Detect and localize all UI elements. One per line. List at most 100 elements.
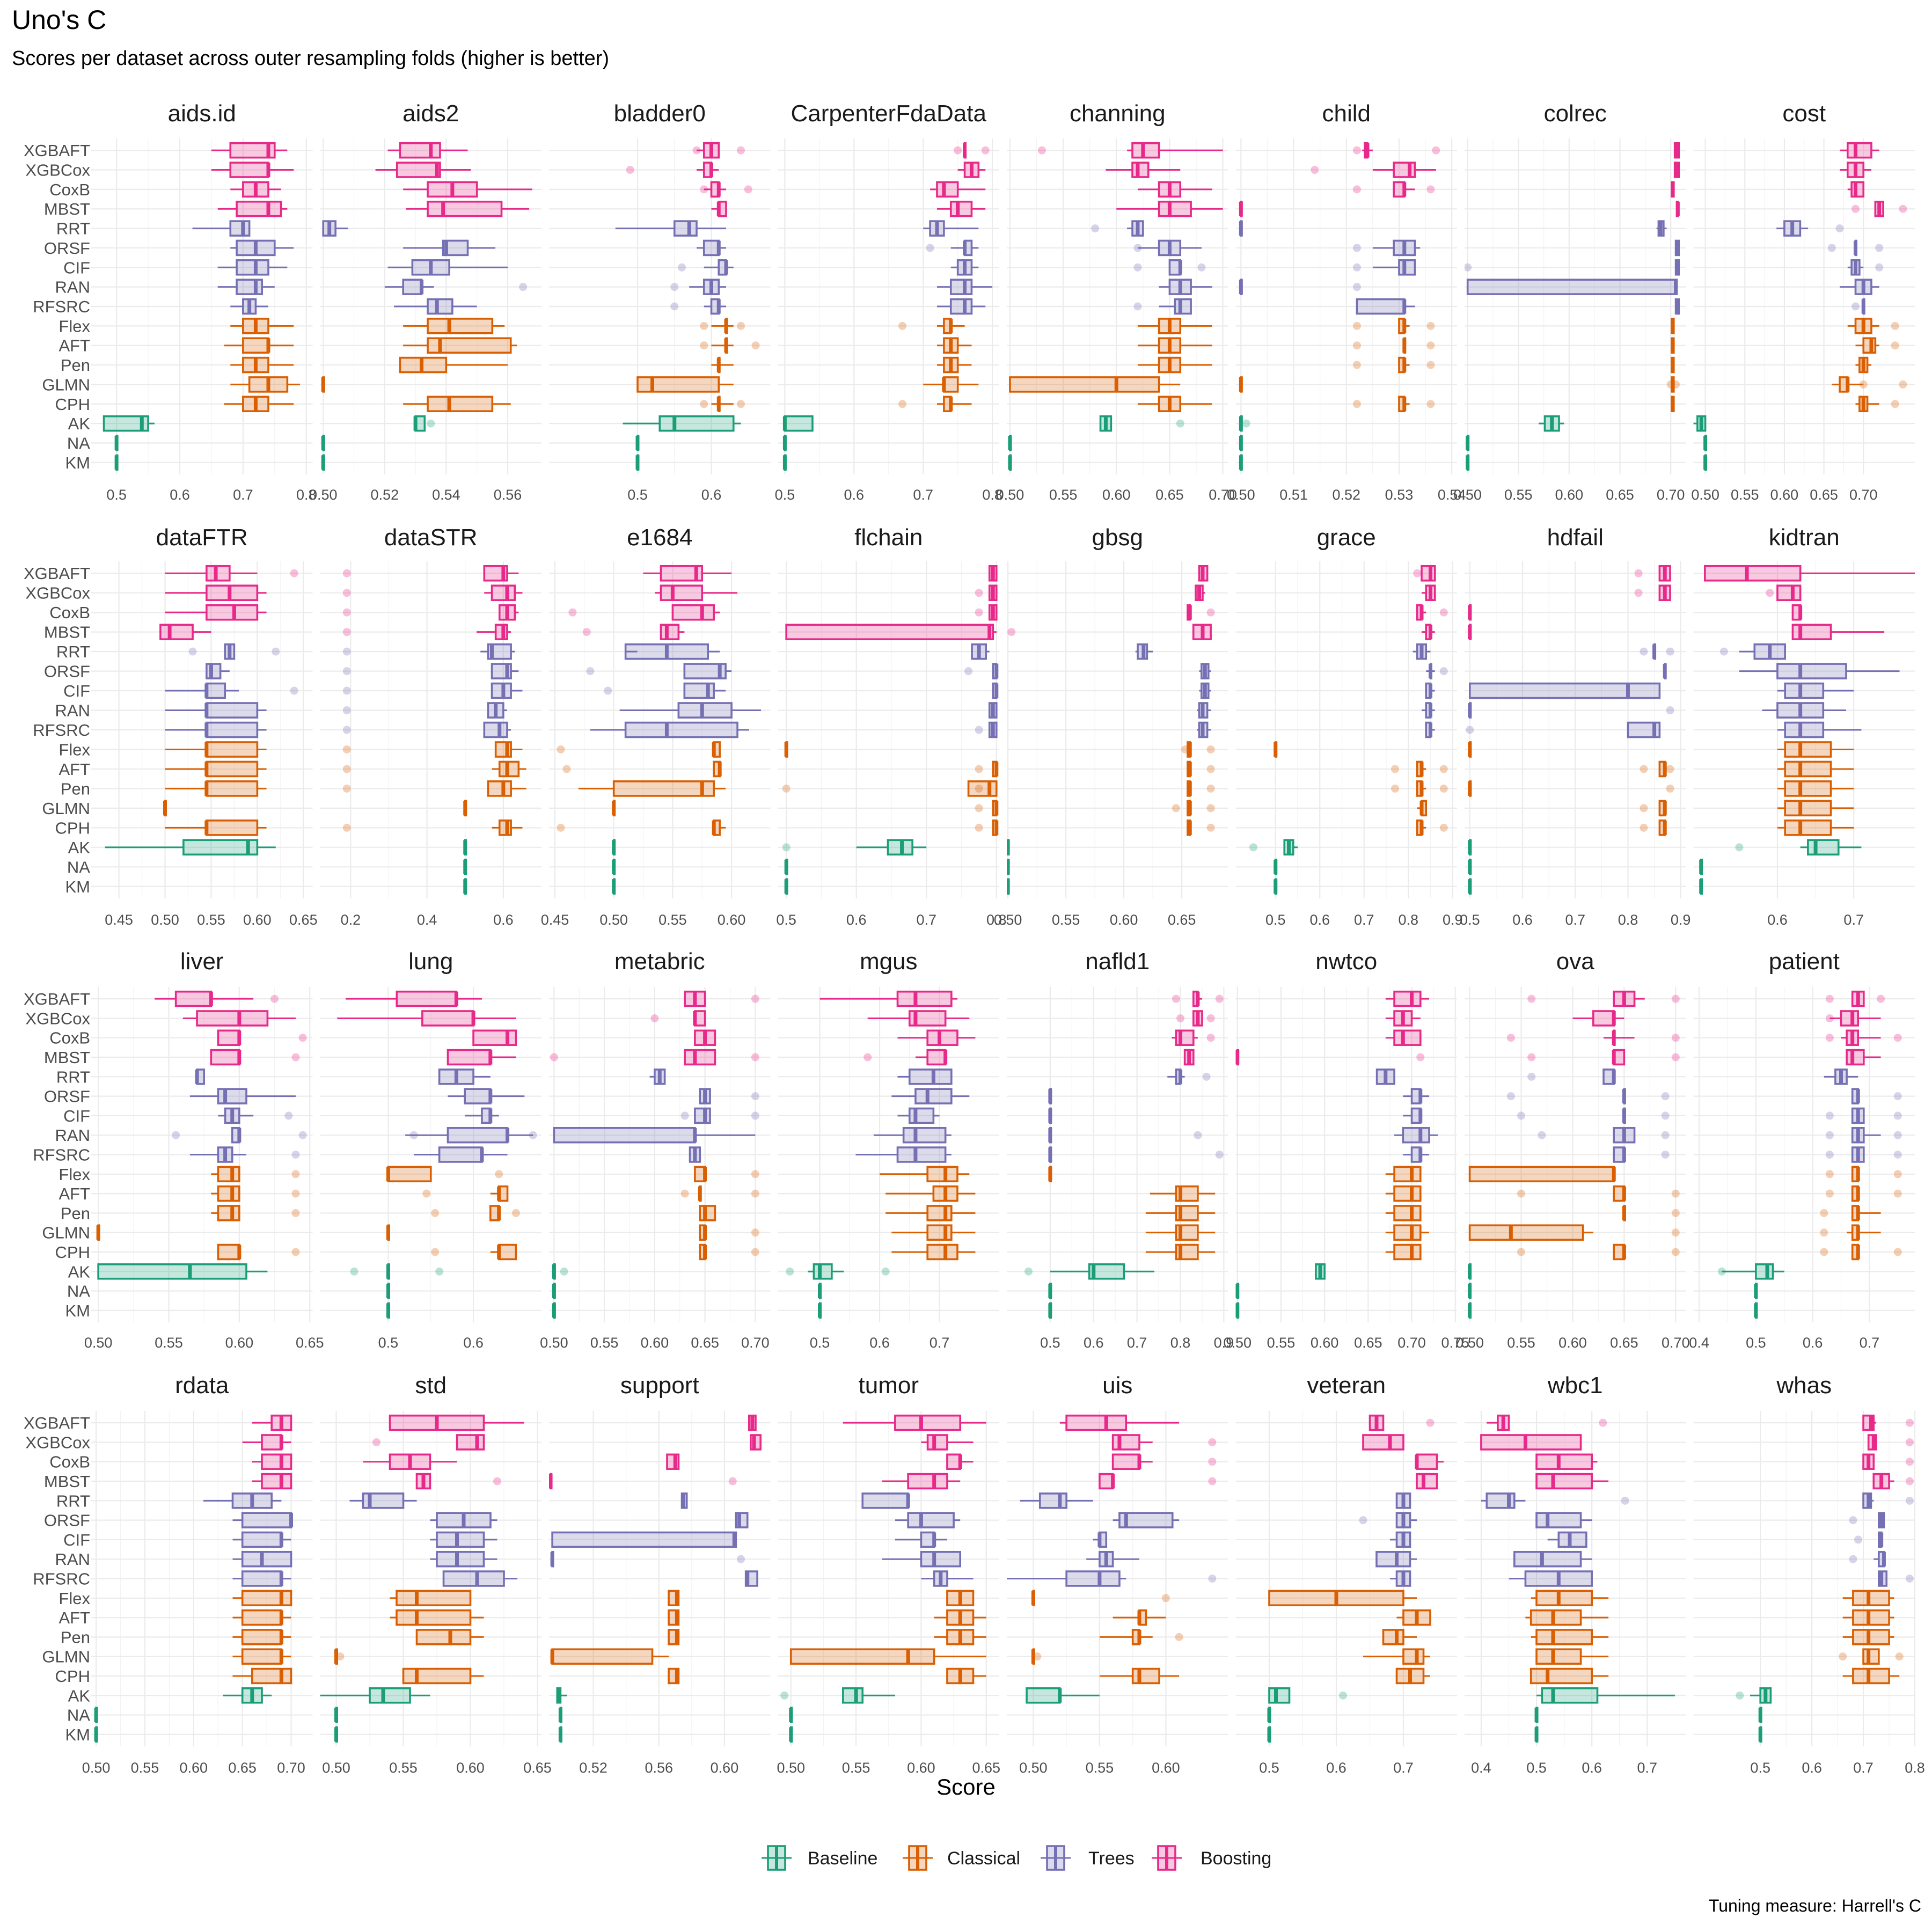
box-NA bbox=[94, 1707, 98, 1723]
outlier-point bbox=[431, 1248, 440, 1256]
box-GLMN bbox=[1832, 376, 1864, 393]
x-tick-label: 0.70 bbox=[1849, 487, 1878, 503]
box-body bbox=[699, 1205, 716, 1221]
box-body bbox=[399, 142, 441, 159]
box-CPH bbox=[224, 396, 294, 413]
x-tick-label: 0.50 bbox=[996, 487, 1024, 503]
y-tick-label: RRT bbox=[56, 219, 90, 238]
x-tick-label: 0.60 bbox=[1102, 487, 1131, 503]
y-tick-label: KM bbox=[65, 1301, 91, 1320]
box-MBST bbox=[210, 1049, 241, 1066]
x-tick-label: 0.5 bbox=[775, 487, 795, 503]
box-MBST bbox=[252, 1473, 292, 1490]
facet-strip-title: grace bbox=[1317, 524, 1376, 551]
outlier-point bbox=[780, 1691, 789, 1700]
box-ORSF bbox=[1403, 1088, 1430, 1104]
x-tick-label: 0.60 bbox=[243, 912, 272, 928]
facet-strip-title: bladder0 bbox=[614, 100, 706, 127]
x-tick-label: 0.6 bbox=[1326, 1760, 1346, 1776]
outlier-point bbox=[1439, 608, 1448, 617]
y-tick-label: CoxB bbox=[49, 180, 90, 199]
box-RRT bbox=[923, 220, 979, 237]
box-XGBAFT bbox=[1059, 1414, 1180, 1431]
box-RRT bbox=[1656, 220, 1667, 237]
x-tick-label: 0.60 bbox=[1110, 912, 1138, 928]
outlier-point bbox=[1352, 283, 1361, 291]
box-MBST bbox=[1116, 200, 1223, 217]
box-AFT bbox=[1385, 1185, 1422, 1202]
facet-marks bbox=[780, 1414, 986, 1743]
box-ORSF bbox=[1663, 663, 1667, 679]
box-body bbox=[1529, 1667, 1593, 1685]
facet-marks bbox=[786, 990, 976, 1319]
box-Flex bbox=[494, 741, 523, 758]
box-GLMN bbox=[1777, 800, 1854, 817]
box-RRT bbox=[195, 1069, 205, 1085]
box-CIF bbox=[165, 682, 239, 699]
box-Flex bbox=[1851, 1166, 1860, 1183]
facet-rdata: rdata XGBAFTXGBCoxCoxBMBSTRRTORSFCIFRANRF… bbox=[24, 1372, 313, 1776]
facet-strip-title: mgus bbox=[860, 948, 918, 975]
box-Flex bbox=[1468, 741, 1472, 758]
box-AK bbox=[782, 415, 814, 432]
x-tick-label: 0.55 bbox=[590, 1335, 619, 1351]
box-body bbox=[1852, 1629, 1890, 1645]
box-RAN bbox=[1048, 1126, 1052, 1144]
box-CIF bbox=[1425, 682, 1435, 699]
box-body bbox=[494, 624, 508, 640]
x-tick-label: 0.6 bbox=[1512, 912, 1533, 928]
box-body bbox=[949, 279, 973, 295]
facet-nafld1: nafld1 0.5 0.6 0.7 0.8 0.9 bbox=[1007, 948, 1234, 1351]
facet-marks bbox=[1239, 142, 1440, 471]
box-body bbox=[1393, 1166, 1422, 1183]
box-AFT bbox=[1402, 337, 1407, 354]
box-body bbox=[241, 1609, 283, 1626]
box-body bbox=[1541, 1687, 1599, 1704]
legend-item-boosting: Boosting bbox=[1152, 1845, 1271, 1871]
outlier-point bbox=[1465, 263, 1472, 272]
box-AK bbox=[463, 839, 467, 856]
box-ORSF bbox=[206, 663, 230, 679]
box-body bbox=[427, 200, 503, 217]
box-KM bbox=[1468, 1302, 1472, 1319]
x-tick-label: 0.56 bbox=[494, 487, 522, 503]
outlier-point bbox=[560, 1267, 568, 1276]
outlier-point bbox=[1033, 1652, 1042, 1661]
facet-marks bbox=[1480, 1414, 1675, 1743]
box-CoxB bbox=[403, 181, 532, 198]
outlier-point bbox=[1671, 1189, 1680, 1198]
box-KM bbox=[1466, 454, 1470, 471]
box-RAN bbox=[553, 1126, 756, 1144]
outlier-point bbox=[737, 400, 745, 408]
y-tick-label: ORSF bbox=[44, 662, 90, 681]
box-AK bbox=[1283, 839, 1298, 856]
outlier-point bbox=[1875, 244, 1884, 252]
box-KM bbox=[1274, 878, 1278, 895]
x-tick-label: 0.51 bbox=[1279, 487, 1308, 503]
box-RFSRC bbox=[1390, 1570, 1411, 1587]
y-tick-label: AK bbox=[68, 414, 91, 433]
box-body bbox=[206, 702, 259, 719]
facet-marks bbox=[103, 142, 300, 471]
box-body bbox=[1852, 1590, 1890, 1607]
box-AFT bbox=[885, 1185, 976, 1202]
box-MBST bbox=[915, 1049, 948, 1066]
x-tick-label: 0.8 bbox=[982, 487, 1002, 503]
x-tick-label: 0.8 bbox=[1905, 1760, 1925, 1776]
x-tick-label: 0.70 bbox=[277, 1760, 305, 1776]
outlier-point bbox=[1893, 1151, 1902, 1159]
outlier-point bbox=[680, 1111, 689, 1120]
box-Pen bbox=[1416, 780, 1426, 797]
box-ORSF bbox=[1199, 663, 1211, 679]
x-tick-label: 0.52 bbox=[1332, 487, 1360, 503]
x-tick-label: 0.5 bbox=[106, 487, 127, 503]
x-tick-label: 0.50 bbox=[599, 912, 628, 928]
box-RAN bbox=[1375, 1550, 1417, 1568]
box-body bbox=[1852, 1667, 1890, 1685]
box-CPH bbox=[1385, 1243, 1422, 1261]
outlier-point bbox=[751, 1248, 759, 1256]
box-Flex bbox=[1531, 1590, 1609, 1607]
box-KM bbox=[782, 454, 787, 471]
box-body bbox=[684, 1049, 716, 1066]
box-body bbox=[907, 1473, 948, 1490]
